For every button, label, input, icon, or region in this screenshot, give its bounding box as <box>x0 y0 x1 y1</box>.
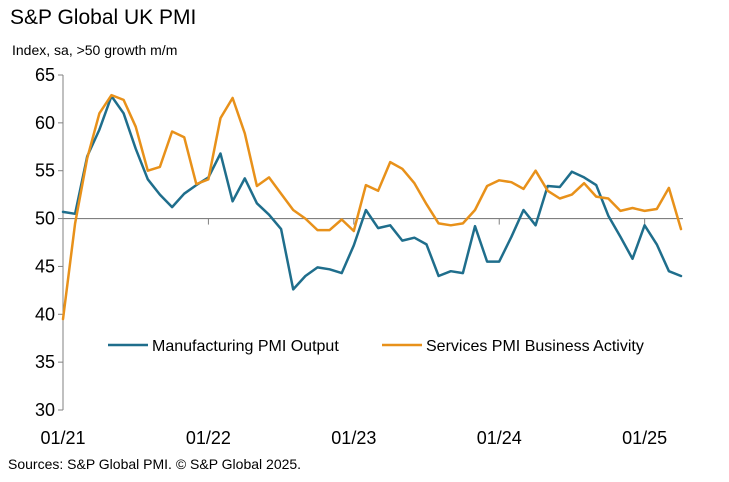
x-tick-label: 01/24 <box>477 428 522 448</box>
x-tick-label: 01/23 <box>331 428 376 448</box>
y-axis: 30 35 40 45 50 55 60 65 <box>35 65 64 420</box>
y-tick-label: 45 <box>35 256 55 276</box>
y-tick-label: 55 <box>35 161 55 181</box>
legend-label-services: Services PMI Business Activity <box>426 338 644 355</box>
y-tick-label: 30 <box>35 400 55 420</box>
series-lines <box>61 93 683 321</box>
chart-title: S&P Global UK PMI <box>10 6 197 29</box>
y-tick-label: 60 <box>35 113 55 133</box>
manufacturing-series-line <box>61 94 683 291</box>
services-series-line <box>61 93 683 321</box>
legend-label-manufacturing: Manufacturing PMI Output <box>152 338 339 355</box>
x-axis: 01/21 01/22 01/23 01/24 01/25 <box>40 217 683 448</box>
legend: Manufacturing PMI Output Services PMI Bus… <box>108 338 644 355</box>
source-note: Sources: S&P Global PMI. © S&P Global 20… <box>8 456 302 472</box>
x-tick-label: 01/21 <box>40 428 85 448</box>
y-tick-label: 65 <box>35 65 55 85</box>
y-tick-label: 40 <box>35 304 55 324</box>
chart-subtitle: Index, sa, >50 growth m/m <box>12 42 178 58</box>
y-tick-label: 35 <box>35 352 55 372</box>
x-tick-label: 01/25 <box>622 428 667 448</box>
x-tick-label: 01/22 <box>186 428 231 448</box>
y-tick-label: 50 <box>35 209 55 229</box>
